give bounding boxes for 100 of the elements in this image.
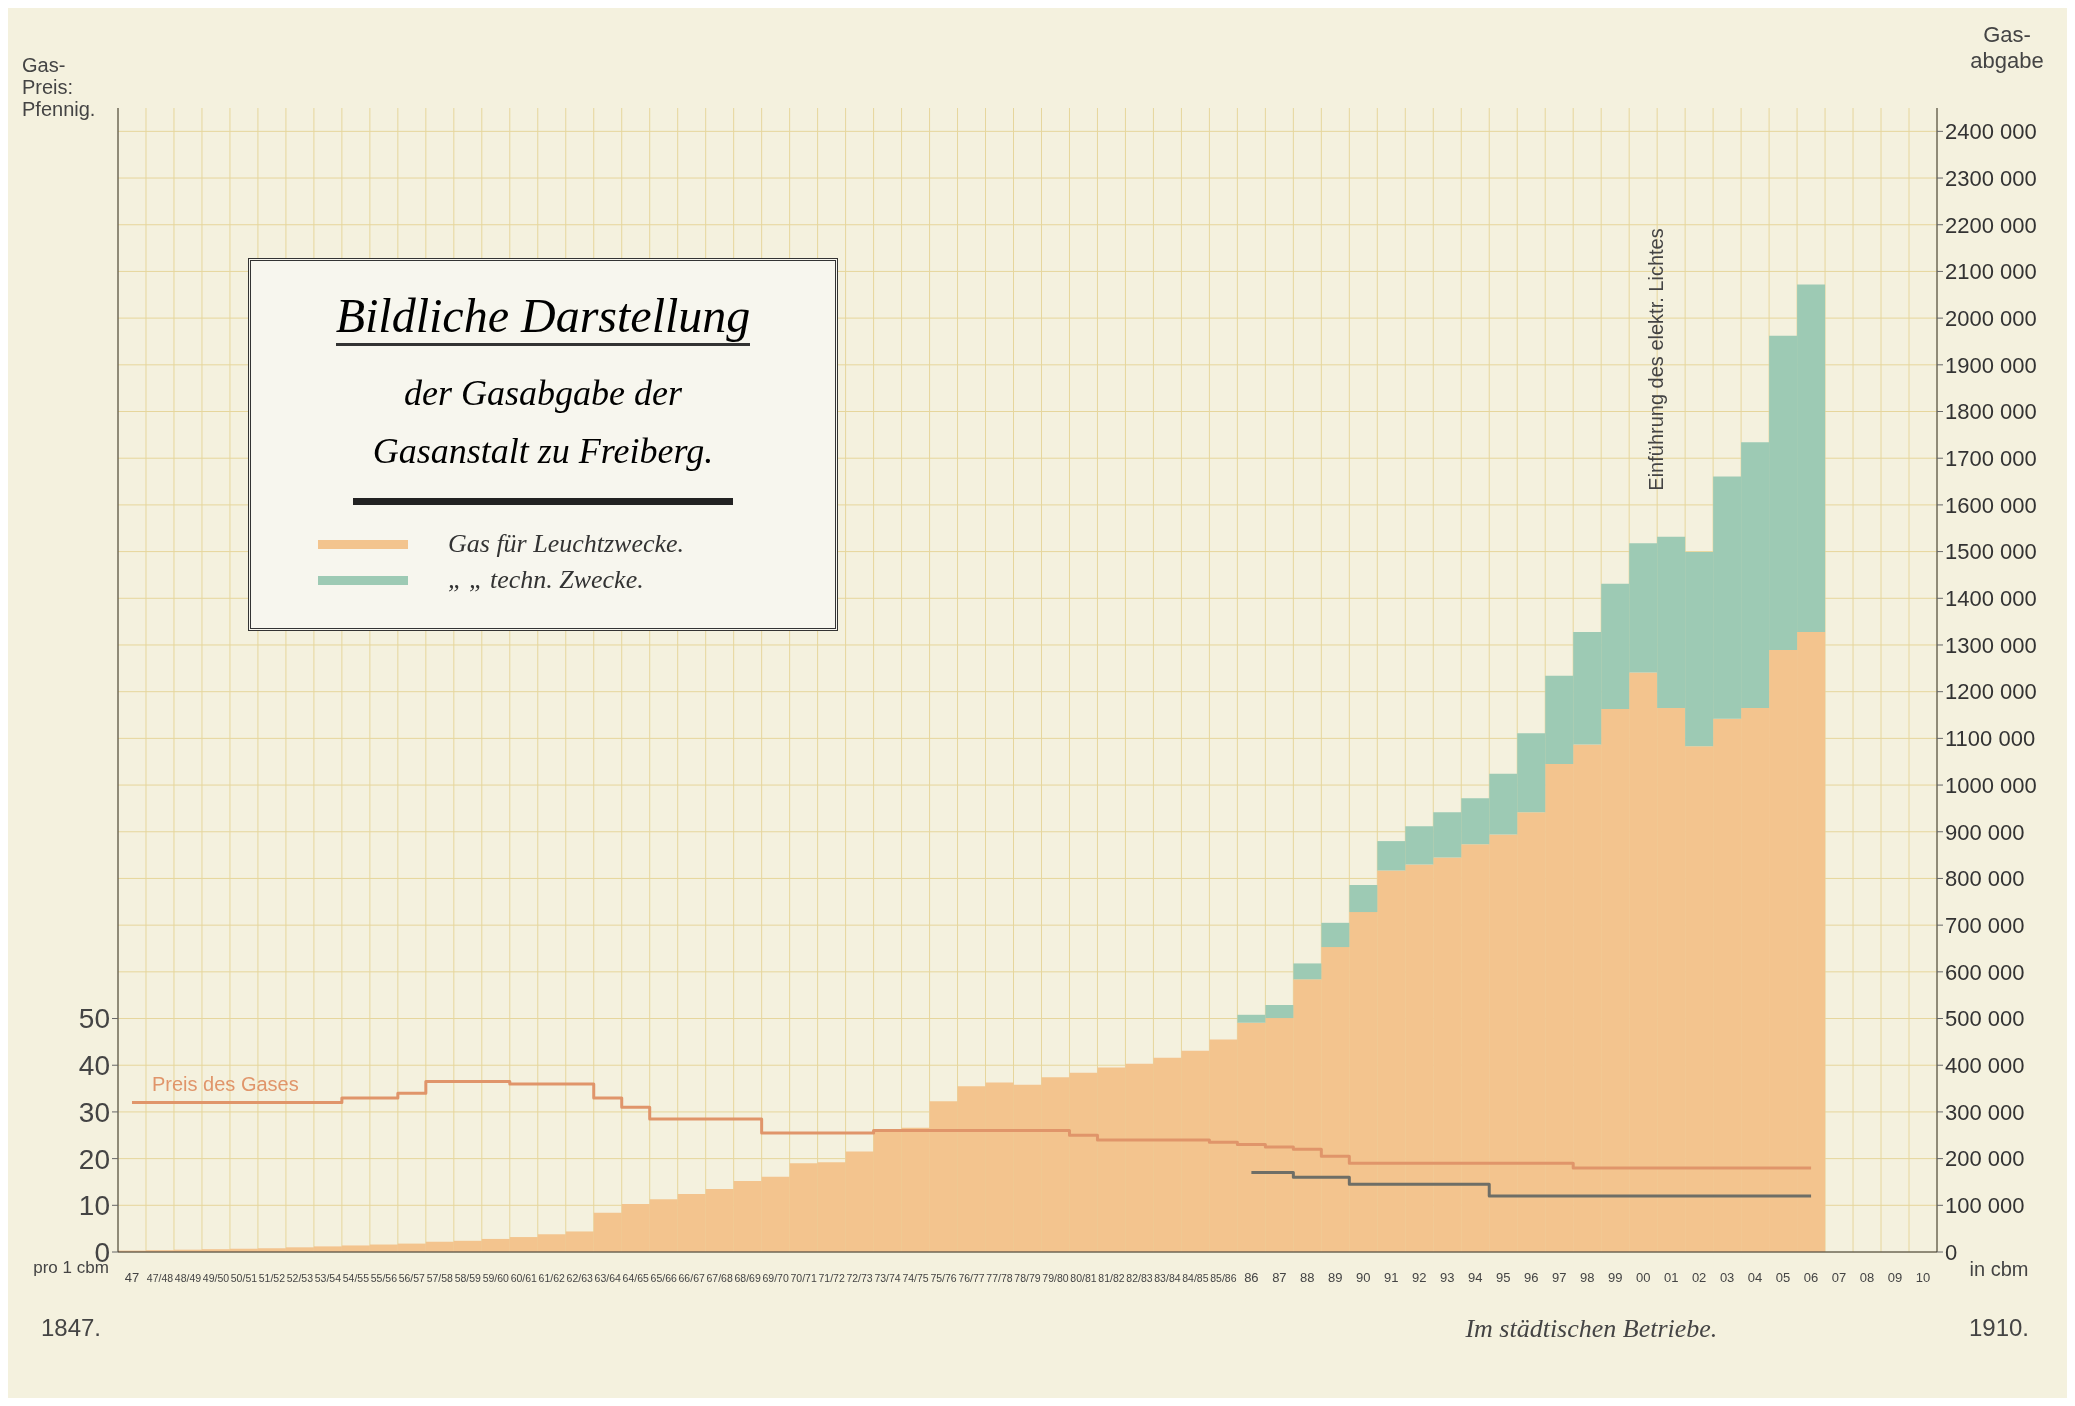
x-tick-label: 81/82 <box>1098 1272 1125 1284</box>
x-tick-label: 64/65 <box>622 1272 650 1284</box>
text: 1910. <box>1967 1314 2031 1342</box>
x-tick-label: 09 <box>1887 1270 1903 1285</box>
y-tick-label: 10 <box>78 1190 110 1222</box>
x-tick-label: 07 <box>1831 1270 1847 1285</box>
x-tick-label: 61/62 <box>538 1272 566 1284</box>
x-tick-label: 71/72 <box>818 1272 845 1284</box>
x-tick-label: 52/53 <box>286 1272 314 1284</box>
x-tick-label: 03 <box>1719 1270 1735 1285</box>
x-tick-label: 10 <box>1915 1270 1931 1285</box>
x-tick-label: 56/57 <box>398 1272 426 1284</box>
y2-axis-title: Gas-abgabe <box>1969 22 2045 74</box>
text: Bildliche Darstellung <box>335 288 751 346</box>
y2-tick-label: 2200 000 <box>1945 212 2037 238</box>
x-tick-label: 66/67 <box>678 1272 705 1284</box>
y2-tick-label: 500 000 <box>1945 1006 2025 1032</box>
x-tick-label: 47/48 <box>146 1272 174 1284</box>
y2-tick-label: 2100 000 <box>1945 259 2037 285</box>
x-tick-label: 85/86 <box>1210 1272 1237 1284</box>
x-tick-label: 72/73 <box>846 1272 873 1284</box>
x-tick-label: 88 <box>1300 1270 1315 1285</box>
x-tick-label: 73/74 <box>874 1272 901 1284</box>
y2-tick-label: 1200 000 <box>1945 679 2037 705</box>
x-tick-label: 02 <box>1691 1270 1707 1285</box>
x-tick-label: 84/85 <box>1182 1272 1209 1284</box>
x-tick-label: 76/77 <box>958 1272 985 1284</box>
x-tick-label: 78/79 <box>1014 1272 1041 1284</box>
y2-tick-label: 1300 000 <box>1945 632 2037 658</box>
x-tick-label: 54/55 <box>342 1272 370 1284</box>
x-tick-label: 59/60 <box>482 1272 510 1284</box>
x-tick-label: 93 <box>1440 1270 1455 1285</box>
y2-tick-label: 700 000 <box>1945 912 2025 938</box>
x-tick-label: 67/68 <box>706 1272 733 1284</box>
x-tick-label: 89 <box>1328 1270 1343 1285</box>
text: der Gasabgabe der Gasanstalt zu Freiberg. <box>371 372 715 473</box>
y-axis-title: Gas-Preis: Pfennig. <box>22 54 97 120</box>
x-tick-label: 49/50 <box>202 1272 230 1284</box>
x-tick-label: 70/71 <box>790 1272 817 1284</box>
y-tick-label: 40 <box>78 1050 110 1082</box>
x-tick-label: 53/54 <box>314 1272 342 1284</box>
x-tick-label: 97 <box>1551 1270 1567 1285</box>
x-tick-label: 58/59 <box>454 1272 482 1284</box>
x-tick-label: 57/58 <box>426 1272 454 1284</box>
x-tick-label: 51/52 <box>258 1272 286 1284</box>
x-tick-label: 77/78 <box>986 1272 1013 1284</box>
legend-label: „ „ techn. Zwecke. <box>448 565 644 595</box>
x-tick-label: 94 <box>1468 1270 1483 1285</box>
x-tick-label: 91 <box>1384 1270 1399 1285</box>
x-tick-label: 55/56 <box>370 1272 398 1284</box>
x-tick-label: 75/76 <box>930 1272 957 1284</box>
x-tick-label: 60/61 <box>510 1272 538 1284</box>
x-tick-label: 06 <box>1803 1270 1819 1285</box>
y2-tick-label: 1000 000 <box>1945 772 2037 798</box>
x-tick-label: 05 <box>1775 1270 1791 1285</box>
y2-tick-label: 2300 000 <box>1945 165 2037 191</box>
x-tick-label: 86 <box>1244 1270 1259 1285</box>
y2-tick-label: 100 000 <box>1945 1193 2025 1219</box>
y2-tick-label: 0 <box>1945 1239 1958 1265</box>
x-tick-label: 68/69 <box>734 1272 761 1284</box>
y2-tick-label: 400 000 <box>1945 1053 2025 1079</box>
x-tick-label: 50/51 <box>230 1272 258 1284</box>
x-tick-label: 80/81 <box>1070 1272 1097 1284</box>
y2-tick-label: 600 000 <box>1945 959 2025 985</box>
x-tick-label: 47 <box>124 1270 140 1285</box>
x-tick-label: 98 <box>1579 1270 1595 1285</box>
x-tick-label: 63/64 <box>594 1272 622 1284</box>
y2-tick-label: 900 000 <box>1945 819 2025 845</box>
x-tick-label: 87 <box>1272 1270 1287 1285</box>
y2-tick-label: 1900 000 <box>1945 352 2037 378</box>
y2-tick-label: 1500 000 <box>1945 539 2037 565</box>
y-tick-label: 20 <box>78 1143 110 1175</box>
series-label: Preis des Gases <box>151 1072 299 1095</box>
y-tick-label: 50 <box>78 1003 110 1035</box>
x-tick-label: 99 <box>1607 1270 1623 1285</box>
x-tick-label: 48/49 <box>174 1272 202 1284</box>
y2-tick-label: 2000 000 <box>1945 305 2037 331</box>
y-tick-label: 30 <box>78 1096 110 1128</box>
x-tick-label: 00 <box>1635 1270 1651 1285</box>
x-tick-label: 04 <box>1747 1270 1763 1285</box>
y2-tick-label: 200 000 <box>1945 1146 2025 1172</box>
x-tick-label: 79/80 <box>1042 1272 1069 1284</box>
text: 1847. <box>39 1314 103 1342</box>
x-tick-label: 83/84 <box>1154 1272 1181 1284</box>
y2-tick-label: 800 000 <box>1945 866 2025 892</box>
text: Im städtischen Betriebe. <box>1464 1314 1719 1344</box>
x-tick-label: 92 <box>1412 1270 1427 1285</box>
x-tick-label: 95 <box>1496 1270 1511 1285</box>
x-tick-label: 69/70 <box>762 1272 789 1284</box>
x-tick-label: 08 <box>1859 1270 1875 1285</box>
y2-tick-label: 1800 000 <box>1945 399 2037 425</box>
y2-tick-label: 2400 000 <box>1945 119 2037 145</box>
x-tick-label: 82/83 <box>1126 1272 1153 1284</box>
y2-tick-label: 1100 000 <box>1945 726 2036 752</box>
x-tick-label: 01 <box>1663 1270 1679 1285</box>
y2-tick-label: 300 000 <box>1945 1099 2025 1125</box>
x-tick-label: 90 <box>1356 1270 1371 1285</box>
y2-tick-label: 1600 000 <box>1945 492 2037 518</box>
annotation: Einführung des elektr. Lichtes <box>1644 227 1668 493</box>
x-tick-label: 62/63 <box>566 1272 594 1284</box>
